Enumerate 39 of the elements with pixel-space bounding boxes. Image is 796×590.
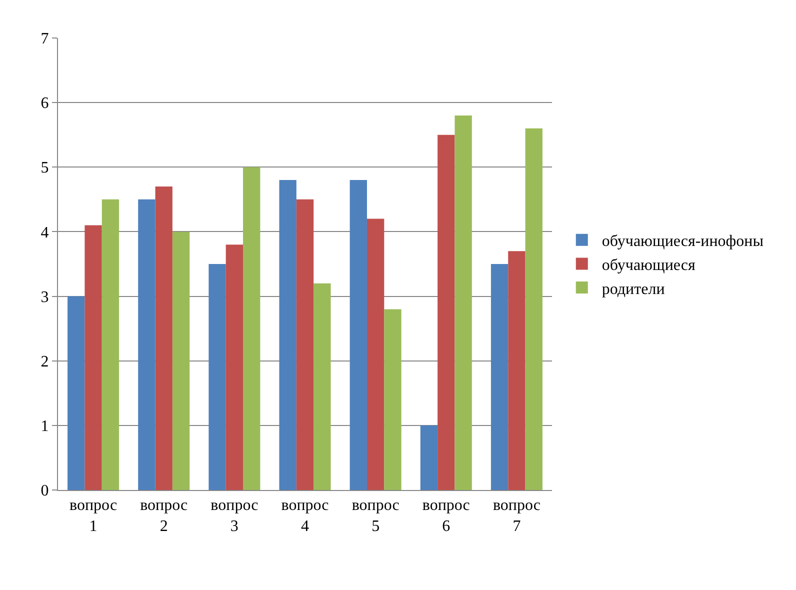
legend-label: обучающиеся-инофоны [602,233,764,250]
bar [490,264,508,490]
bar [155,186,172,490]
bar [208,264,226,490]
bar [384,309,402,490]
bar [138,199,156,490]
bar [525,128,542,490]
legend-label: родители [602,280,666,298]
x-tick-label: вопрос 1 [70,497,118,535]
x-tick-label: вопрос 5 [352,497,400,535]
bar [172,232,190,490]
bar [102,199,120,490]
bar [243,167,260,490]
bar [366,218,384,490]
x-tick-label: вопрос 7 [492,497,540,535]
x-tick-label: вопрос 6 [422,497,470,535]
bar [296,199,314,490]
bar [438,134,455,490]
y-tick-label: 7 [40,30,49,48]
bar [226,244,244,490]
y-tick-label: 0 [40,482,49,500]
bar [84,225,102,490]
y-tick-label: 4 [40,224,49,242]
bar [279,180,296,490]
y-tick-label: 6 [40,95,49,112]
bar [314,283,331,490]
y-tick-label: 2 [40,353,49,370]
legend-label: обучающиеся [602,256,696,274]
y-tick-label: 3 [40,288,49,306]
y-tick-label: 1 [40,418,49,436]
bar [420,425,438,490]
bar [454,115,472,490]
bar [508,251,526,490]
y-tick-label: 5 [40,160,49,177]
bar [350,180,367,490]
x-tick-label: вопрос 3 [210,497,258,535]
bar [68,296,85,490]
x-tick-label: вопрос 4 [281,497,329,535]
x-tick-label: вопрос 2 [140,497,188,535]
